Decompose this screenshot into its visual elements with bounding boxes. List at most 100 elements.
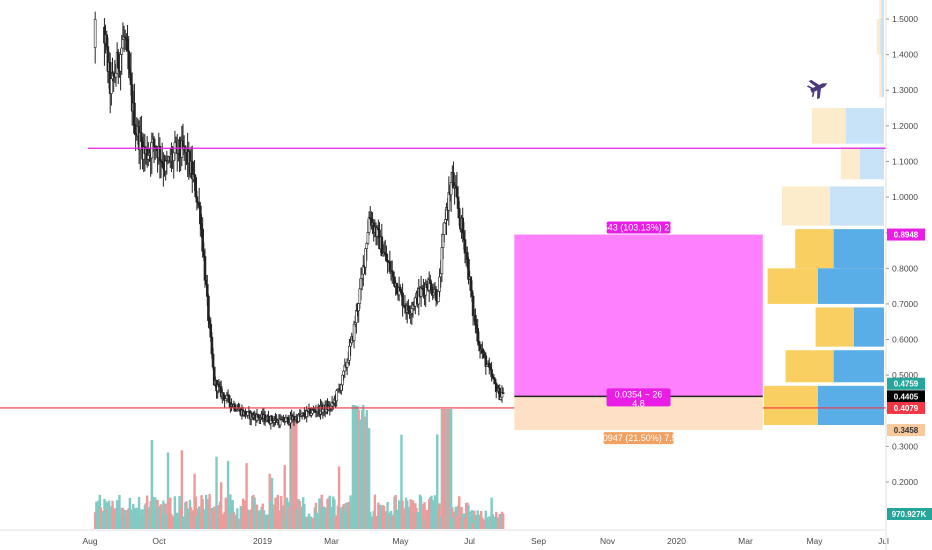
volume-profile-up-8: [854, 307, 884, 347]
time-tick-9: Mar: [738, 536, 753, 546]
volume-bar-21: [118, 494, 121, 529]
profit-zone[interactable]: [514, 234, 763, 397]
price-badge-4: [887, 424, 925, 437]
candle-body-308: [457, 208, 461, 219]
price-badge-0: [887, 228, 925, 241]
price-tick-1: 0.3000: [892, 441, 918, 451]
price-tick-13: 1.5000: [892, 14, 918, 24]
time-tick-0: Aug: [82, 536, 97, 546]
price-tick-10: 1.2000: [892, 121, 918, 131]
volume-bar-285: [423, 502, 426, 529]
volume-bar-75: [180, 450, 184, 529]
price-tick-3: 0.5000: [892, 370, 918, 380]
volume-profile-up-6: [833, 229, 884, 269]
volume-profile-down-9: [785, 350, 834, 383]
volume-profile-down-7: [767, 268, 818, 304]
volume-profile-up-7: [818, 268, 884, 304]
airplane-icon: [806, 79, 828, 100]
volume-profile-down-8: [815, 307, 854, 347]
volume-profile-up-10: [818, 385, 884, 426]
volume-bar-49: [150, 440, 154, 529]
price-tick-5: 0.7000: [892, 299, 918, 309]
price-tick-6: 0.8000: [892, 263, 918, 273]
volume-bar-343: [490, 497, 493, 529]
volume-profile-down-4: [840, 147, 860, 180]
volume-bar-65: [169, 497, 172, 529]
price-tick-8: 1.0000: [892, 192, 918, 202]
volume-bar-315: [458, 496, 461, 529]
volume-profile-down-0: [879, 0, 882, 19]
airplane-shape: [806, 79, 828, 100]
volume-profile: [764, 0, 884, 426]
volume-bar-156: [274, 497, 277, 529]
volume-bar-38: [137, 496, 141, 529]
volume-bar-326: [470, 510, 474, 529]
price-badge-label-4: 0.3458: [894, 426, 919, 435]
volume-bar-211: [337, 466, 341, 529]
volume-profile-up-3: [845, 108, 884, 144]
volume-bar-115: [226, 460, 230, 529]
volume-profile-down-3: [812, 108, 846, 144]
stop-label-bg: [603, 432, 674, 445]
volume-bar-174: [295, 419, 298, 529]
volume-profile-up-9: [833, 350, 884, 383]
time-tick-4: May: [392, 536, 409, 546]
volume-profile-up-0: [881, 0, 884, 19]
volume-bar-194: [318, 498, 321, 529]
candle-body-0: [93, 19, 97, 48]
price-badge-label-3: 0.4079: [894, 404, 919, 413]
price-tick-9: 1.1000: [892, 156, 918, 166]
volume-bar-105: [215, 456, 218, 529]
volume-bar-308: [449, 409, 453, 529]
center-label-bg: [606, 388, 671, 407]
candlesticks: [93, 11, 505, 430]
volume-bar-207: [333, 499, 336, 529]
volume-bars: [93, 404, 505, 529]
price-badge-3: [887, 401, 925, 414]
target-label-bg: [606, 221, 671, 234]
time-tick-7: Nov: [600, 536, 616, 546]
candle-body-44: [152, 138, 156, 146]
volume-bar-298: [438, 503, 441, 529]
volume-profile-down-5: [782, 186, 830, 226]
volume-bar-99: [208, 494, 211, 529]
volume-profile-up-5: [830, 186, 884, 226]
volume-bar-153: [270, 477, 274, 529]
volume-bar-87: [194, 496, 197, 529]
candle-body-95: [211, 353, 215, 368]
price-badge-label-0: 0.8948: [894, 231, 919, 240]
time-tick-2: 2019: [253, 536, 272, 546]
time-tick-1: Oct: [152, 536, 166, 546]
volume-badge-label: 970.927K: [892, 510, 927, 519]
time-axis[interactable]: Aug Oct 2019 Mar May Jul Sep Nov 2020 Mar May Jul: [0, 529, 889, 546]
volume-bar-131: [245, 463, 248, 529]
candle-body-295: [442, 222, 446, 235]
candle-body-259: [401, 292, 404, 306]
volume-bar-45: [145, 495, 149, 529]
price-badge-2: [887, 390, 925, 403]
price-tick-12: 1.4000: [892, 50, 918, 60]
volume-bar-266: [401, 500, 404, 529]
price-tick-4: 0.6000: [892, 335, 918, 345]
candle-body-230: [367, 217, 371, 233]
volume-bar-282: [419, 496, 423, 529]
volume-bar-237: [367, 428, 371, 529]
long-position-tool[interactable]: 0.4543 (103.13%) 21.81 0.0947 (21.50%) 7.…: [514, 221, 763, 445]
volume-bar-199: [323, 507, 327, 529]
candle-body-109: [227, 395, 231, 403]
volume-profile-up-2: [881, 54, 884, 98]
volume-bar-117: [229, 494, 232, 529]
candle-body-251: [392, 271, 395, 278]
volume-bar-339: [485, 517, 489, 529]
volume-profile-down-1: [876, 19, 881, 55]
price-axis-labels: 0.8948 0.4759 0.4405 0.4079 0.3458 970.927K: [887, 228, 932, 520]
candle-body-16: [120, 47, 124, 55]
price-tick-0: 0.2000: [892, 477, 918, 487]
volume-bar-253: [386, 501, 389, 529]
time-tick-11: Jul: [878, 536, 889, 546]
volume-profile-down-10: [764, 385, 818, 426]
volume-profile-down-6: [795, 229, 834, 269]
volume-bar-69: [173, 496, 177, 529]
price-axis[interactable]: 0.20000.30000.40000.50000.60000.70000.80…: [885, 0, 918, 550]
